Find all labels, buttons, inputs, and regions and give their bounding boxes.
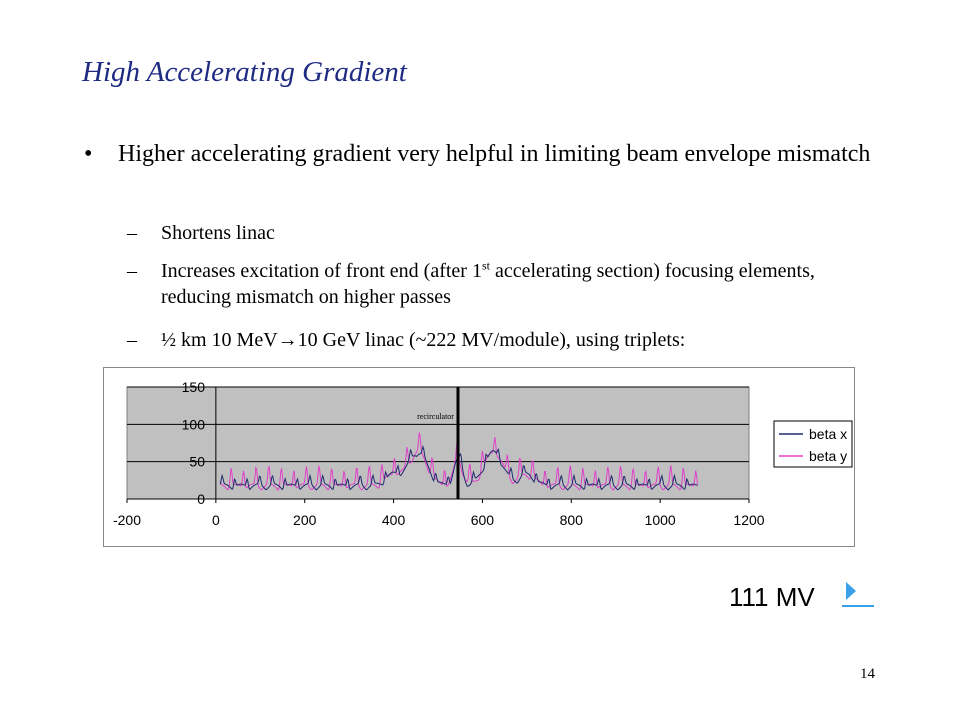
beta-function-chart: 0 50 100 150 -200 0 200 400 600 800 1000 1200 recirc… <box>103 367 855 547</box>
x-tick-label: 200 <box>293 512 317 528</box>
x-tick-label: 0 <box>212 512 220 528</box>
text-part: Increases excitation of front end (after… <box>161 260 482 282</box>
legend-label: beta y <box>809 448 847 464</box>
dash-marker: – <box>127 260 137 282</box>
x-tick-label: 800 <box>560 512 584 528</box>
x-tick-label: 1000 <box>645 512 676 528</box>
mv-label: 111 MV <box>729 582 815 612</box>
arrow-symbol: → <box>277 329 298 351</box>
sub-bullet-linac: – ½ km 10 MeV→10 GeV linac (~222 MV/modu… <box>127 327 867 353</box>
sub-bullet-text: Shortens linac <box>161 222 275 244</box>
text-part: 10 GeV linac (~222 MV/module), using tri… <box>297 329 686 351</box>
y-tick-label: 50 <box>189 454 205 470</box>
text-part: accelerating section) focusing elements,… <box>161 260 815 308</box>
sub-bullet-text: ½ km 10 MeV→10 GeV linac (~222 MV/module… <box>161 327 867 353</box>
dash-marker: – <box>127 222 137 244</box>
bullet-dot: • <box>84 141 93 167</box>
legend-box <box>773 420 853 468</box>
x-tick-label: 1200 <box>733 512 764 528</box>
page-number: 14 <box>860 666 875 682</box>
sub-bullet-text: Increases excitation of front end (after… <box>161 258 867 310</box>
annotation-label: recirculator <box>417 412 454 421</box>
sub-bullet-shortens: – Shortens linac <box>127 220 867 246</box>
y-tick-label: 100 <box>182 416 206 432</box>
y-tick-label: 150 <box>182 379 206 395</box>
slide-title: High Accelerating Gradient <box>82 56 407 88</box>
play-icon <box>842 582 874 607</box>
main-bullet: • Higher accelerating gradient very help… <box>84 138 874 170</box>
x-tick-label: 600 <box>471 512 495 528</box>
legend-label: beta x <box>809 426 847 442</box>
text-part: ½ km 10 MeV <box>161 329 278 351</box>
x-tick-label: -200 <box>113 512 141 528</box>
dash-marker: – <box>127 329 137 351</box>
main-bullet-text: Higher accelerating gradient very helpfu… <box>118 141 871 167</box>
x-tick-label: 400 <box>382 512 406 528</box>
superscript: st <box>481 258 490 273</box>
sub-bullet-increases: – Increases excitation of front end (aft… <box>127 258 867 310</box>
next-slide-button[interactable] <box>842 578 874 608</box>
